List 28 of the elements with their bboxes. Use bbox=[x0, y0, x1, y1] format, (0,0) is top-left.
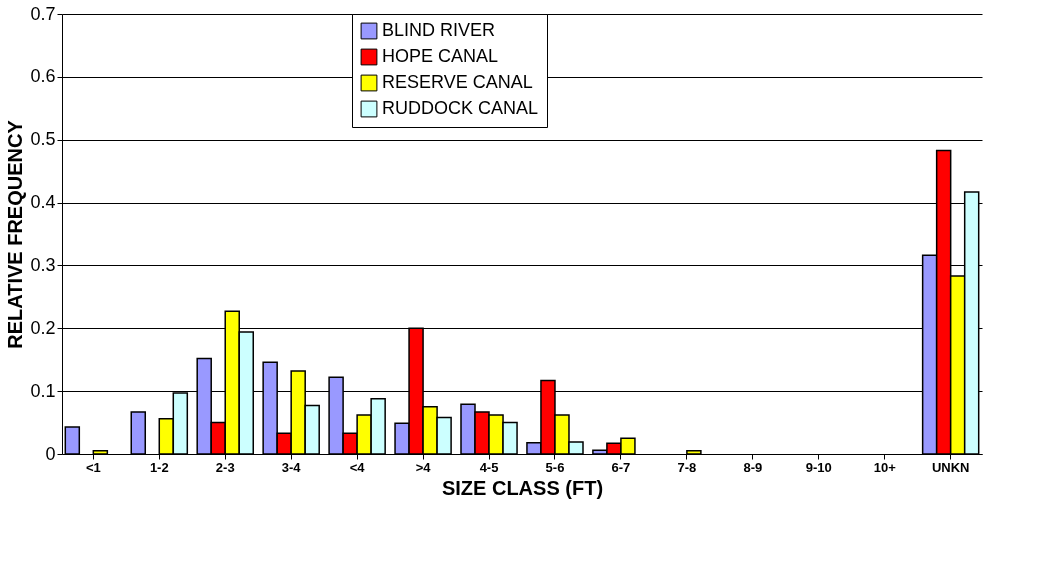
x-tick-label: 8-9 bbox=[743, 459, 763, 475]
y-tick-label: 0.2 bbox=[30, 317, 56, 338]
y-tick-label: 0.1 bbox=[30, 380, 56, 401]
x-tick-label: <1 bbox=[85, 459, 101, 475]
y-tick-label: 0 bbox=[45, 443, 56, 464]
y-tick-label: 0.4 bbox=[30, 192, 56, 213]
y-tick-label: 0.7 bbox=[30, 3, 56, 24]
x-tick-label: 2-3 bbox=[215, 459, 235, 475]
y-axis-title: RELATIVE FREQUENCY bbox=[4, 119, 27, 349]
x-tick-label: 4-5 bbox=[479, 459, 499, 475]
y-tick-label: 0.6 bbox=[30, 66, 56, 87]
x-tick-label: UNKN bbox=[931, 459, 970, 475]
x-tick-label: 7-8 bbox=[677, 459, 697, 475]
x-tick-label: 1-2 bbox=[149, 459, 169, 475]
legend-label: RUDDOCK CANAL bbox=[382, 98, 539, 118]
legend-label: HOPE CANAL bbox=[382, 46, 499, 66]
x-tick-label: 9-10 bbox=[805, 459, 832, 475]
y-tick-label: 0.5 bbox=[30, 129, 56, 150]
x-tick-label: 5-6 bbox=[545, 459, 565, 475]
legend-label: RESERVE CANAL bbox=[382, 72, 533, 92]
legend-label: BLIND RIVER bbox=[382, 20, 496, 40]
y-tick-label: 0.3 bbox=[30, 254, 56, 275]
x-axis-title: SIZE CLASS (FT) bbox=[441, 476, 604, 499]
x-tick-label: >4 bbox=[415, 459, 432, 475]
x-tick-label: 10+ bbox=[873, 459, 897, 475]
x-tick-label: 3-4 bbox=[281, 459, 302, 475]
x-tick-label: 6-7 bbox=[611, 459, 631, 475]
x-tick-label: <4 bbox=[349, 459, 366, 475]
